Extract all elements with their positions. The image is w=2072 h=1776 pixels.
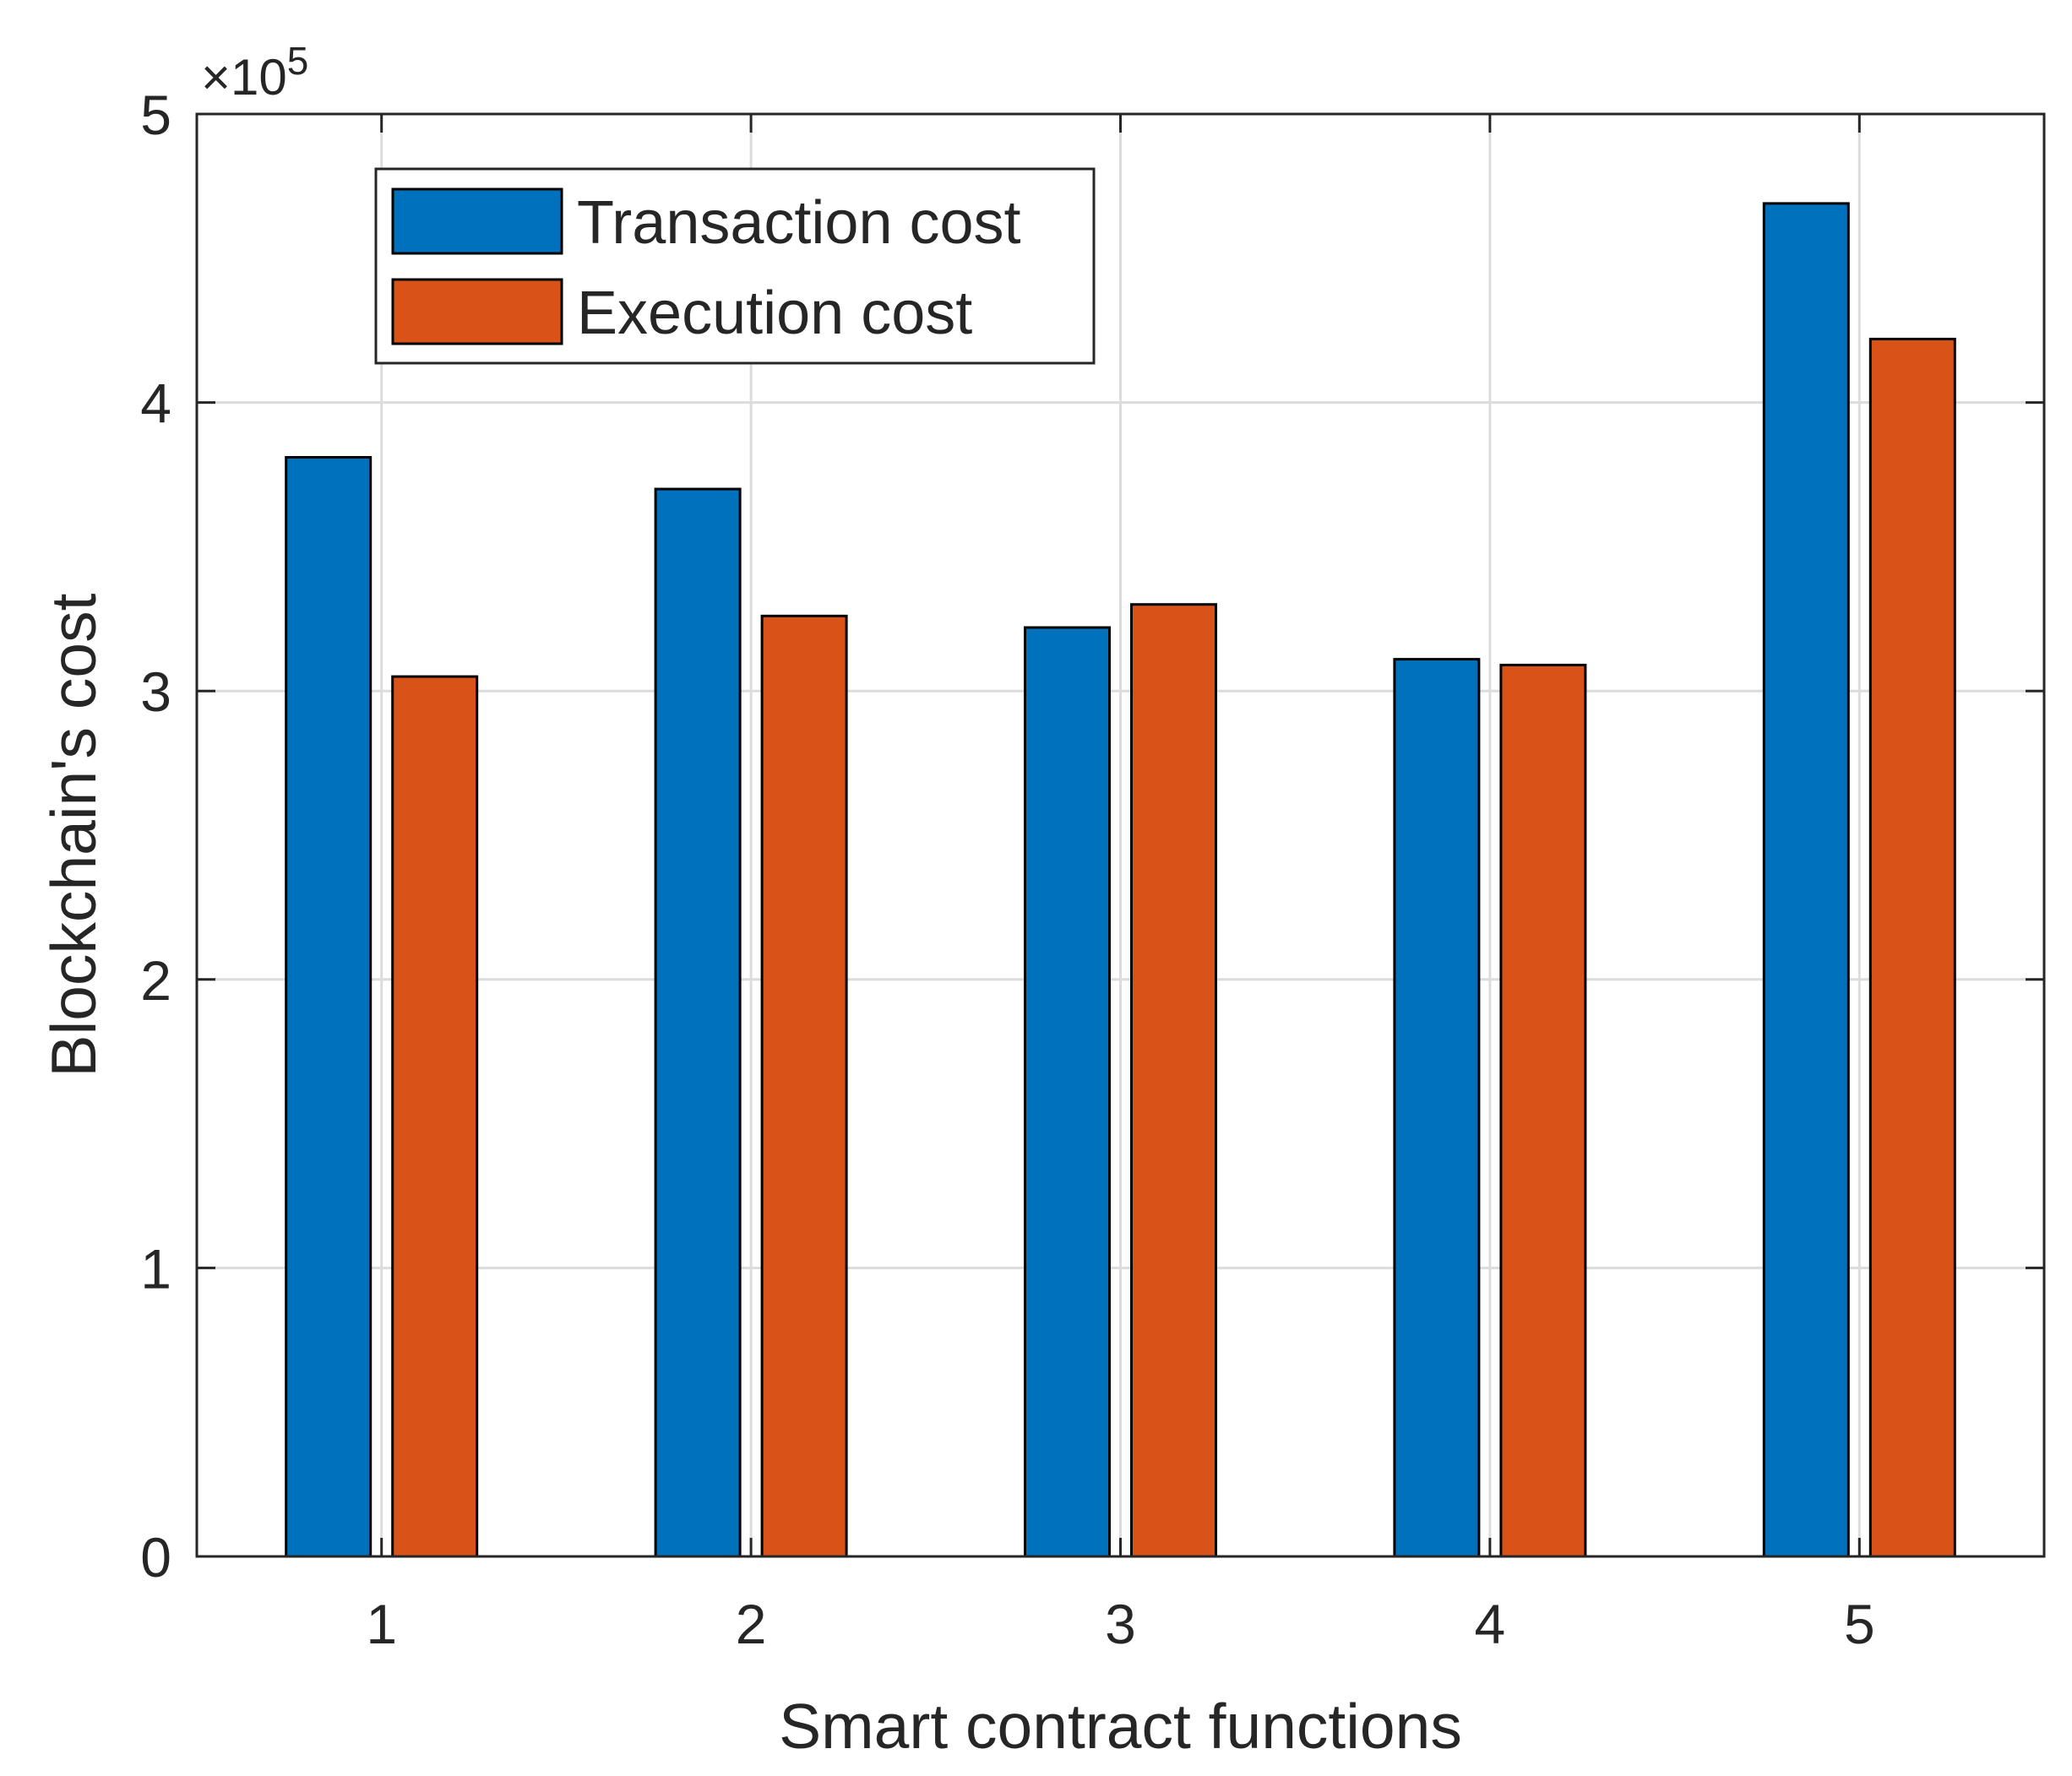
bar-execution-cost-5: [1868, 337, 1956, 1558]
bar-transaction-cost-2: [654, 487, 742, 1558]
x-tick-label: 2: [736, 1593, 767, 1655]
y-tick-label: 4: [140, 372, 171, 435]
legend-swatch-transaction-cost: [391, 187, 563, 255]
legend-swatch-execution-cost: [391, 278, 563, 345]
x-axis-label: Smart contract functions: [779, 1691, 1462, 1762]
y-tick-label: 1: [140, 1237, 171, 1300]
y-axis-label: Blockchain's cost: [38, 593, 109, 1077]
y-exponent-label: ×105: [201, 39, 308, 106]
x-tick-label: 5: [1844, 1593, 1875, 1655]
bar-execution-cost-1: [391, 675, 479, 1558]
legend-label-execution-cost: Execution cost: [577, 280, 972, 347]
y-tick-label: 0: [140, 1526, 171, 1589]
y-tick-label: 3: [140, 660, 171, 723]
bar-transaction-cost-4: [1393, 658, 1481, 1558]
bar-execution-cost-2: [760, 614, 848, 1558]
x-tick-label: 3: [1105, 1593, 1136, 1655]
bar-transaction-cost-3: [1024, 626, 1111, 1558]
y-tick-label: 5: [140, 84, 171, 146]
bars: [285, 202, 1956, 1558]
x-tick-label: 1: [366, 1593, 397, 1655]
ticks: 0 1 2 3 4 5 1 2 3 4 5: [140, 84, 2044, 1655]
y-tick-label: 2: [140, 949, 171, 1012]
bar-execution-cost-3: [1130, 603, 1217, 1558]
bar-transaction-cost-5: [1762, 202, 1850, 1558]
bar-execution-cost-4: [1499, 663, 1587, 1558]
x-tick-label: 4: [1475, 1593, 1506, 1655]
legend-label-transaction-cost: Transaction cost: [577, 189, 1021, 257]
bar-transaction-cost-1: [285, 456, 373, 1558]
legend: Transaction cost Execution cost: [374, 167, 1096, 365]
